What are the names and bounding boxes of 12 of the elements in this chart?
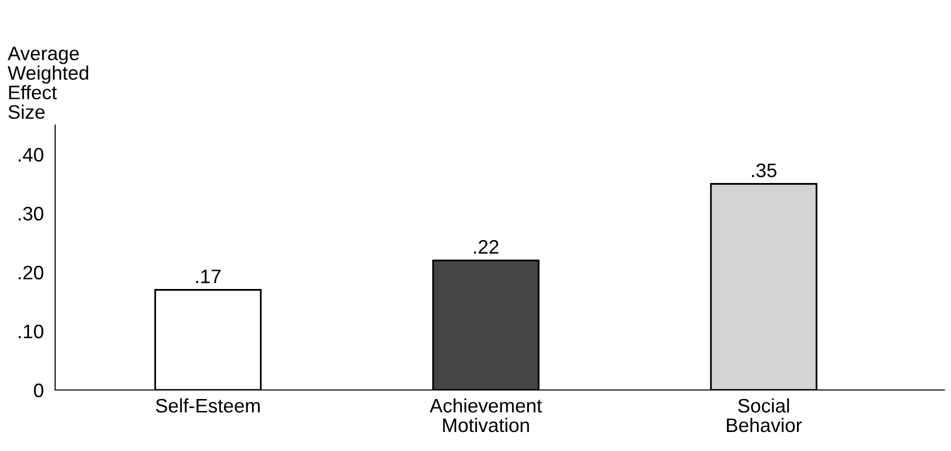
y-axis-title: Average Weighted Effect Size	[8, 46, 88, 119]
y-tick-label: .30	[18, 206, 44, 221]
data-label: .35	[752, 164, 776, 178]
data-label: .22	[474, 240, 498, 254]
x-tick-label: Self-Esteem	[156, 398, 260, 413]
x-tick-label: Social Behavior	[726, 398, 802, 432]
data-label: .17	[196, 270, 221, 284]
x-tick-label: Achievement Motivation	[430, 398, 542, 432]
y-tick-label: 0	[34, 383, 44, 398]
y-tick-label: .10	[18, 324, 44, 338]
y-tick-label: .20	[18, 266, 44, 280]
y-tick-label: .40	[18, 148, 44, 162]
